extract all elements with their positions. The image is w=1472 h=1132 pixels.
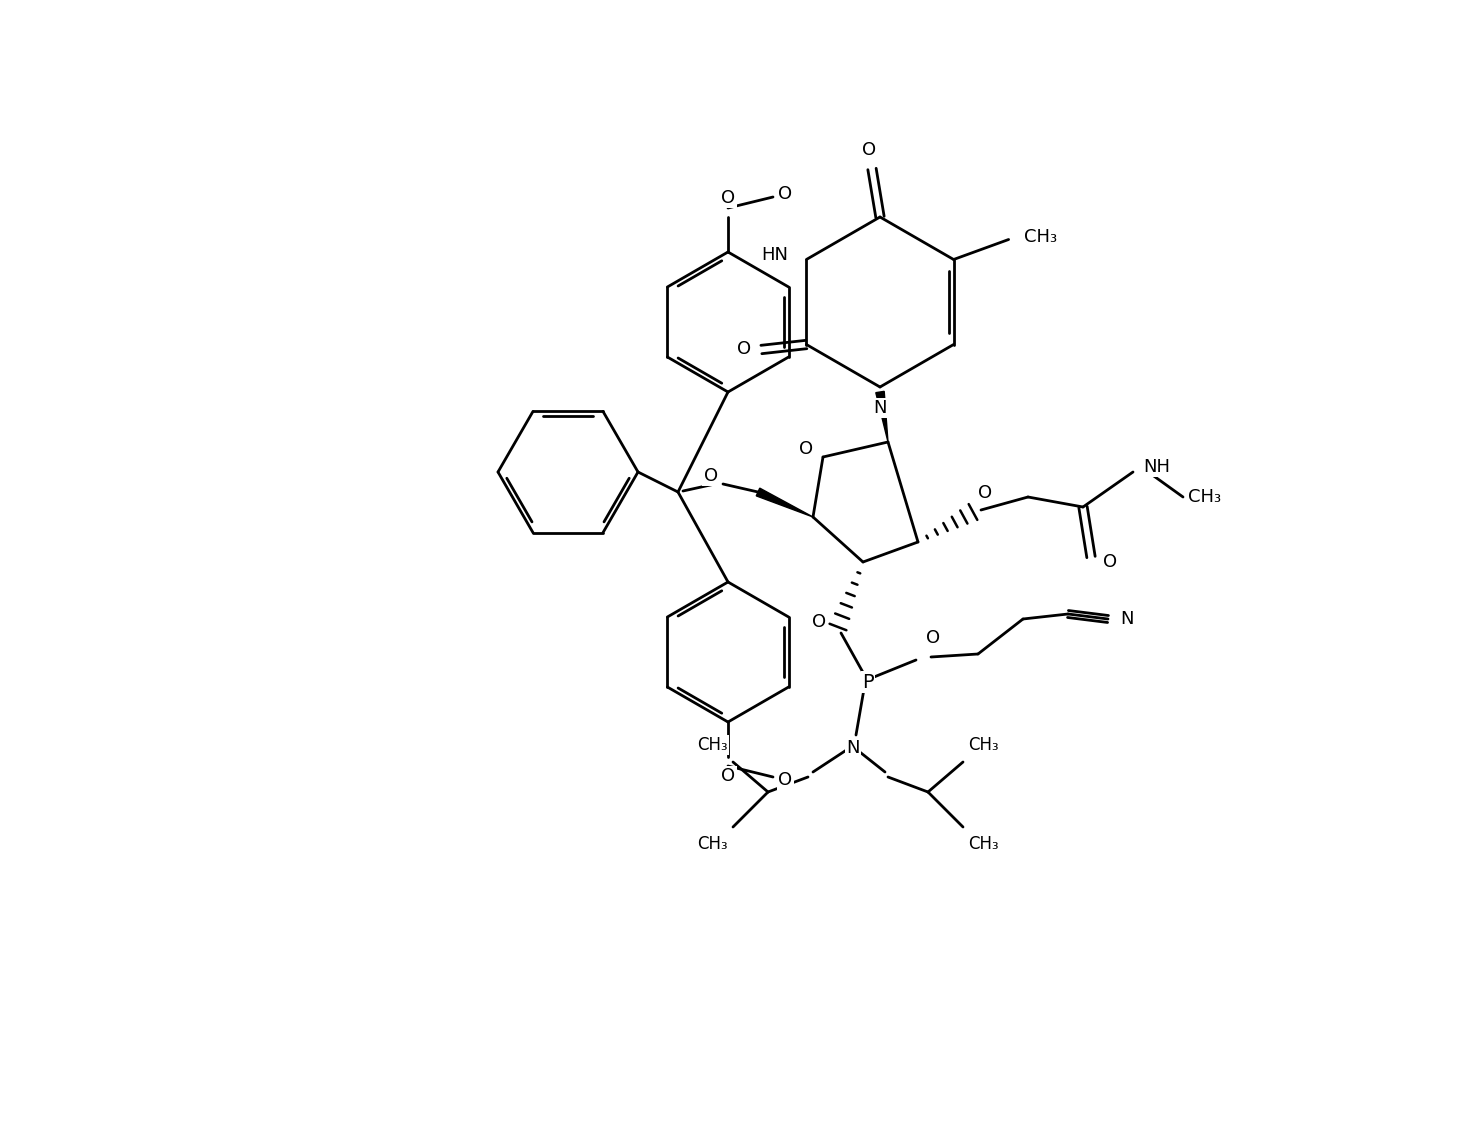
Text: O: O xyxy=(779,771,792,789)
Text: O: O xyxy=(737,341,751,359)
Text: O: O xyxy=(813,614,826,631)
Text: N: N xyxy=(873,398,886,417)
Text: O: O xyxy=(721,189,735,207)
Text: O: O xyxy=(977,484,992,501)
Text: O: O xyxy=(779,185,792,203)
Text: N: N xyxy=(1120,610,1133,628)
Text: HN: HN xyxy=(761,246,789,264)
Text: O: O xyxy=(721,767,735,784)
Text: N: N xyxy=(846,739,860,757)
Text: O: O xyxy=(1103,554,1117,571)
Text: CH₃: CH₃ xyxy=(1188,488,1222,506)
Text: P: P xyxy=(863,672,874,692)
Polygon shape xyxy=(876,392,888,441)
Text: O: O xyxy=(926,629,941,648)
Text: CH₃: CH₃ xyxy=(969,736,998,754)
Text: NH: NH xyxy=(1142,458,1170,475)
Text: O: O xyxy=(863,142,876,158)
Polygon shape xyxy=(757,488,813,517)
Text: CH₃: CH₃ xyxy=(969,835,998,854)
Text: O: O xyxy=(799,440,813,458)
Text: CH₃: CH₃ xyxy=(1023,228,1057,246)
Text: O: O xyxy=(704,468,718,484)
Text: CH₃: CH₃ xyxy=(698,835,729,854)
Text: CH₃: CH₃ xyxy=(698,736,729,754)
